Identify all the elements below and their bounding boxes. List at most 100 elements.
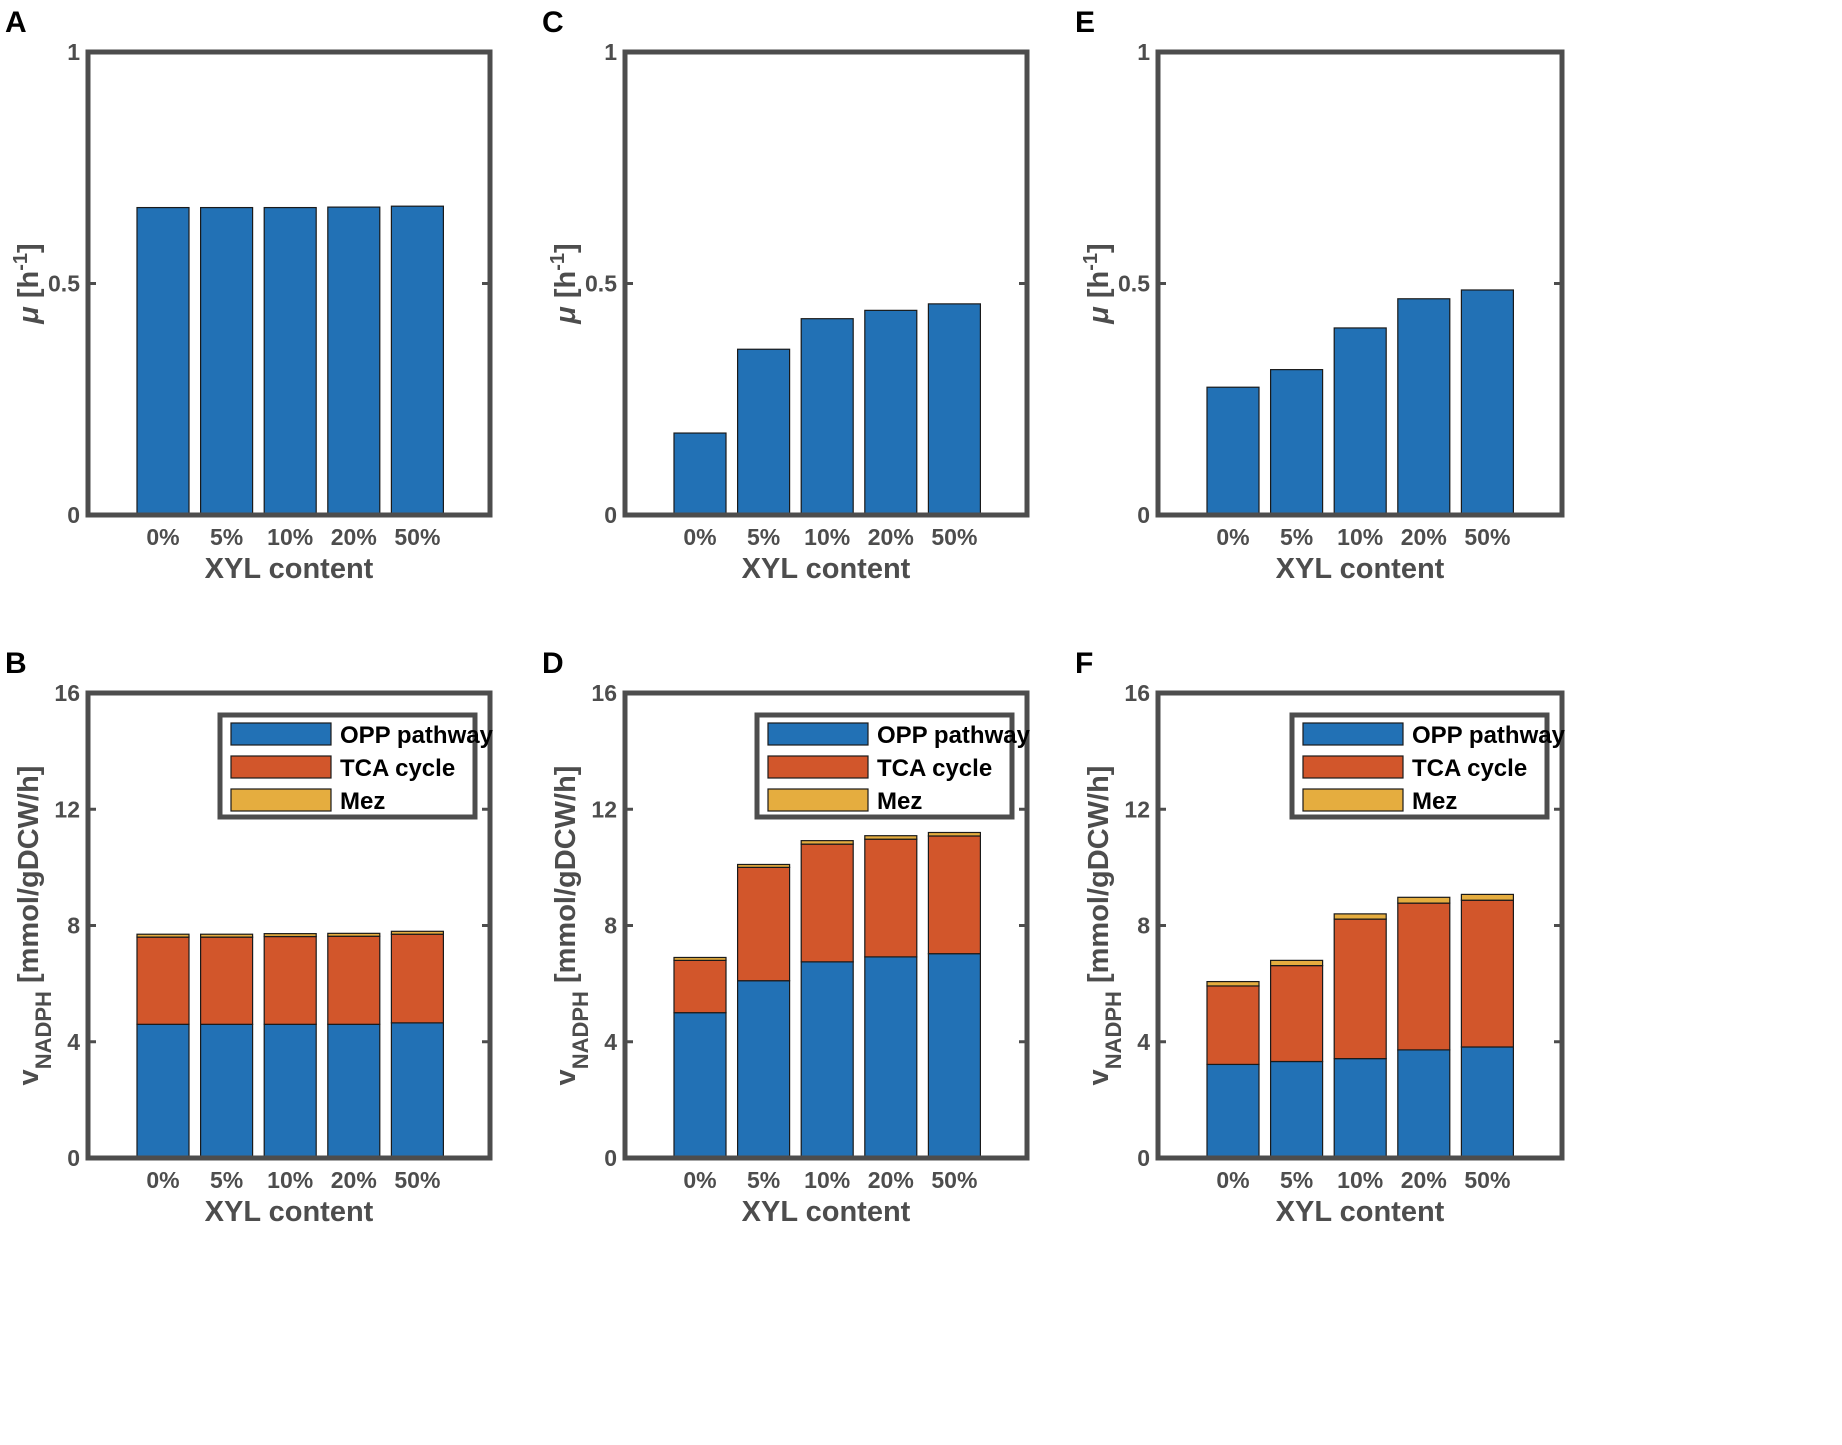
legend-swatch xyxy=(1302,788,1404,812)
bar-segment xyxy=(327,932,381,937)
y-tick-label: 12 xyxy=(591,796,617,822)
y-tick-label: 12 xyxy=(1124,796,1150,822)
bar-segment xyxy=(1397,896,1451,904)
panel-c: C 0% 5% 10% 20% 50% 0 0.5 1 XYL content μ [h-1] xyxy=(542,6,1030,585)
bar-segment xyxy=(390,933,444,1024)
legend-swatch xyxy=(767,722,869,746)
bar-segment xyxy=(263,933,317,938)
x-tick-label: 10% xyxy=(267,524,313,550)
bar-segment xyxy=(1397,1049,1451,1159)
y-tick-label: 0.5 xyxy=(585,271,617,297)
bar xyxy=(927,303,982,516)
legend-label: Mez xyxy=(877,788,922,815)
bar-segment xyxy=(136,1023,190,1159)
axes-frame xyxy=(1155,690,1565,1161)
legend-swatch xyxy=(230,722,332,746)
x-tick-label: 0% xyxy=(1216,1167,1249,1193)
y-tick-label: 0.5 xyxy=(1118,271,1150,297)
y-tick-label: 1 xyxy=(67,39,80,65)
bar-segment xyxy=(1333,1058,1387,1159)
x-tick-label: 5% xyxy=(210,524,243,550)
bar-segment xyxy=(136,933,190,938)
bar-segment xyxy=(800,840,854,845)
bar-segment xyxy=(1460,893,1515,901)
y-axis-label: μ [h-1] xyxy=(1080,243,1115,324)
y-axis-label: vNADPH [mmol/gDCW/h] xyxy=(13,766,56,1086)
bar-segment xyxy=(927,835,982,955)
y-tick-label: 0 xyxy=(604,1145,617,1171)
legend-swatch xyxy=(230,755,332,779)
x-tick-label: 5% xyxy=(747,1167,780,1193)
bar-segment xyxy=(864,956,918,1159)
legend-swatch xyxy=(767,788,869,812)
x-tick-label: 50% xyxy=(394,524,440,550)
bar-segment xyxy=(1333,918,1387,1060)
panel-label-e: E xyxy=(1075,6,1095,39)
x-tick-label: 50% xyxy=(1464,524,1510,550)
bar-segment xyxy=(736,866,791,982)
y-tick-label: 8 xyxy=(1137,913,1150,939)
bar-segment xyxy=(736,980,791,1159)
bar-segment xyxy=(136,936,190,1025)
bar-segment xyxy=(1269,959,1324,967)
panel-label-a: A xyxy=(5,6,27,39)
x-tick-label: 10% xyxy=(1337,524,1383,550)
bar-segment xyxy=(800,961,854,1159)
x-tick-label: 20% xyxy=(331,524,377,550)
x-tick-label: 50% xyxy=(394,1167,440,1193)
y-tick-label: 16 xyxy=(591,680,617,706)
y-tick-label: 0.5 xyxy=(48,271,80,297)
bar xyxy=(1333,327,1387,516)
legend: OPP pathway TCA cycle Mez xyxy=(754,712,1031,820)
bar xyxy=(800,318,854,516)
bar-segment xyxy=(1206,1063,1260,1159)
bar xyxy=(1206,386,1260,516)
legend-label: TCA cycle xyxy=(1412,755,1527,782)
x-tick-label: 5% xyxy=(1280,1167,1313,1193)
y-tick-label: 0 xyxy=(1137,502,1150,528)
bar-segment xyxy=(1333,913,1387,920)
bar xyxy=(1397,298,1451,516)
x-tick-label: 20% xyxy=(868,524,914,550)
y-tick-label: 1 xyxy=(1137,39,1150,65)
legend-swatch xyxy=(1302,722,1404,746)
bar-segment xyxy=(327,1023,381,1159)
bar-segment xyxy=(390,930,444,935)
bar xyxy=(390,205,444,516)
bar-segment xyxy=(1206,985,1260,1066)
bar xyxy=(263,206,317,516)
bar xyxy=(736,348,791,516)
legend-label: OPP pathway xyxy=(877,722,1031,749)
y-tick-label: 12 xyxy=(54,796,80,822)
bar-segment xyxy=(390,1022,444,1159)
bar-segment xyxy=(673,1012,727,1159)
bar-segment xyxy=(864,835,918,840)
panel-f: F 0% 5% 10% 20% 50% 0 4 8 12 16 XYL content vNADPH [… xyxy=(1075,647,1566,1228)
x-tick-label: 20% xyxy=(868,1167,914,1193)
panel-e: E 0% 5% 10% 20% 50% 0 0.5 1 XYL content μ [h-1] xyxy=(1075,6,1565,585)
y-tick-label: 4 xyxy=(604,1029,617,1055)
panel-label-d: D xyxy=(542,647,564,680)
y-axis-label: vNADPH [mmol/gDCW/h] xyxy=(1083,766,1126,1086)
legend-label: TCA cycle xyxy=(877,755,992,782)
legend: OPP pathway TCA cycle Mez xyxy=(217,712,494,820)
y-tick-label: 16 xyxy=(1124,680,1150,706)
y-tick-label: 0 xyxy=(604,502,617,528)
y-tick-label: 0 xyxy=(67,502,80,528)
x-axis-label: XYL content xyxy=(742,1196,911,1228)
x-tick-label: 20% xyxy=(331,1167,377,1193)
bar-segment xyxy=(200,933,254,938)
x-tick-label: 5% xyxy=(1280,524,1313,550)
x-tick-label: 10% xyxy=(804,1167,850,1193)
bar-segment xyxy=(1269,1060,1324,1159)
bar-segment xyxy=(263,935,317,1025)
bar-segment xyxy=(673,956,727,961)
legend-swatch xyxy=(1302,755,1404,779)
bar xyxy=(136,206,190,516)
bar-segment xyxy=(800,843,854,963)
y-axis-label: μ [h-1] xyxy=(10,243,45,324)
bar-segment xyxy=(1206,980,1260,987)
x-axis-label: XYL content xyxy=(1276,553,1445,585)
legend-label: Mez xyxy=(1412,788,1457,815)
bar-segment xyxy=(736,863,791,868)
